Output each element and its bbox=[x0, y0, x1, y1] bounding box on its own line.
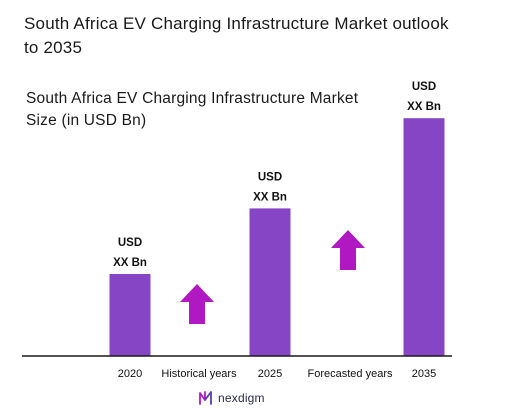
period-label-2: Forecasted years bbox=[308, 368, 393, 380]
up-arrow-icon bbox=[180, 284, 214, 324]
nexdigm-logo-icon bbox=[199, 391, 212, 405]
data-label-2035-line2: XX Bn bbox=[407, 101, 441, 113]
chart-subtitle: South Africa EV Charging Infrastructure … bbox=[26, 90, 359, 129]
brand-name: nexdigm bbox=[218, 391, 265, 405]
bar-2020 bbox=[109, 274, 151, 356]
x-tick-2025: 2025 bbox=[258, 368, 282, 380]
data-label-2020-line2: XX Bn bbox=[113, 257, 147, 269]
x-tick-2035: 2035 bbox=[412, 368, 436, 380]
data-label-2025-line2: XX Bn bbox=[253, 191, 287, 203]
brand-logo: nexdigm bbox=[198, 389, 265, 407]
x-tick-2020: 2020 bbox=[118, 368, 142, 380]
period-label-1: Historical years bbox=[161, 368, 237, 380]
data-label-2025-line1: USD bbox=[258, 171, 282, 183]
data-label-2035-line1: USD bbox=[412, 81, 436, 93]
chart-title: South Africa EV Charging Infrastructure … bbox=[24, 14, 449, 57]
bar-2025 bbox=[249, 208, 291, 356]
bar-2035 bbox=[403, 118, 445, 356]
up-arrow-icon bbox=[331, 230, 365, 270]
data-label-2020-line1: USD bbox=[118, 237, 142, 249]
